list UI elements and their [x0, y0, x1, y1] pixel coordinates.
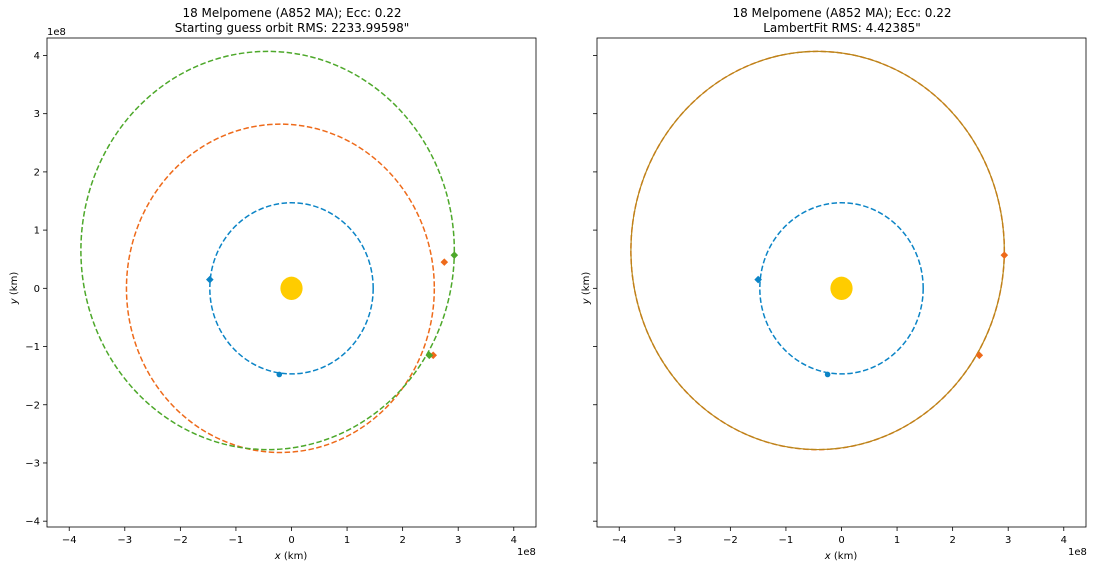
axis-unit: (km) — [831, 551, 858, 562]
axis-unit: (km) — [581, 272, 592, 299]
orbit-path — [759, 201, 924, 375]
position-marker — [440, 258, 449, 266]
position-marker — [425, 351, 434, 360]
left-plot-title: 18 Melpomene (A852 MA); Ecc: 0.22 — [182, 6, 401, 20]
y-tick-label: 1 — [34, 226, 40, 237]
right-x-axis-label: x (km) — [824, 551, 858, 562]
left-subplot: 18 Melpomene (A852 MA); Ecc: 0.22 Starti… — [9, 6, 537, 562]
y-tick-label: 4 — [34, 51, 40, 62]
x-tick-label: −2 — [723, 535, 738, 546]
position-marker — [1000, 251, 1009, 259]
orbit-path — [630, 50, 1005, 451]
y-tick-label: −2 — [25, 400, 40, 411]
orbit-path — [125, 123, 436, 454]
x-tick-label: 0 — [838, 535, 844, 546]
right-y-axis-label: y (km) — [581, 272, 592, 306]
y-tick-label: 2 — [34, 167, 40, 178]
position-dot — [824, 371, 831, 378]
position-marker — [206, 275, 214, 284]
axis-unit: (km) — [281, 551, 308, 562]
plot-area — [630, 50, 1009, 451]
x-tick-label: 4 — [511, 535, 517, 546]
axis-unit: (km) — [9, 272, 20, 299]
position-marker — [450, 251, 459, 259]
left-plot-subtitle: Starting guess orbit RMS: 2233.99598" — [175, 21, 410, 35]
axis-variable: y — [9, 297, 20, 305]
left-y-axis-label: y (km) — [9, 272, 20, 306]
x-tick-label: −3 — [117, 535, 132, 546]
x-tick-label: 1 — [894, 535, 900, 546]
position-marker — [975, 351, 984, 360]
axis-variable: y — [581, 297, 592, 305]
x-tick-label: −4 — [612, 535, 627, 546]
position-marker — [429, 351, 437, 360]
axis-variable: x — [824, 551, 831, 562]
x-tick-label: 3 — [455, 535, 461, 546]
orbit-path — [630, 50, 1006, 451]
x-tick-label: −2 — [173, 535, 188, 546]
x-tick-label: 0 — [288, 535, 294, 546]
left-x-scale-label: 1e8 — [517, 547, 536, 558]
x-tick-label: −4 — [62, 535, 77, 546]
x-tick-label: −3 — [667, 535, 682, 546]
plot-area — [80, 50, 459, 454]
x-tick-label: −1 — [229, 535, 244, 546]
x-tick-label: −1 — [779, 535, 794, 546]
x-tick-label: 2 — [399, 535, 405, 546]
left-x-axis-label: x (km) — [274, 551, 308, 562]
y-tick-label: 3 — [34, 109, 40, 120]
x-tick-label: 1 — [344, 535, 350, 546]
x-tick-label: 4 — [1061, 535, 1067, 546]
y-tick-label: −3 — [25, 458, 40, 469]
position-marker — [754, 275, 762, 284]
y-tick-label: 0 — [34, 284, 40, 295]
orbit-path — [80, 50, 456, 451]
right-plot-title: 18 Melpomene (A852 MA); Ecc: 0.22 — [732, 6, 951, 20]
right-subplot: 18 Melpomene (A852 MA); Ecc: 0.22 Lamber… — [581, 6, 1087, 562]
right-plot-subtitle: LambertFit RMS: 4.42385" — [763, 21, 921, 35]
left-y-scale-label: 1e8 — [47, 27, 66, 38]
y-tick-label: −1 — [25, 342, 40, 353]
x-tick-label: 2 — [949, 535, 955, 546]
position-dot — [276, 371, 283, 378]
x-tick-label: 3 — [1005, 535, 1011, 546]
sun-marker — [280, 276, 303, 300]
orbit-path — [209, 201, 374, 375]
axis-variable: x — [274, 551, 281, 562]
y-tick-label: −4 — [25, 517, 40, 528]
sun-marker — [830, 276, 853, 300]
right-x-scale-label: 1e8 — [1068, 547, 1087, 558]
